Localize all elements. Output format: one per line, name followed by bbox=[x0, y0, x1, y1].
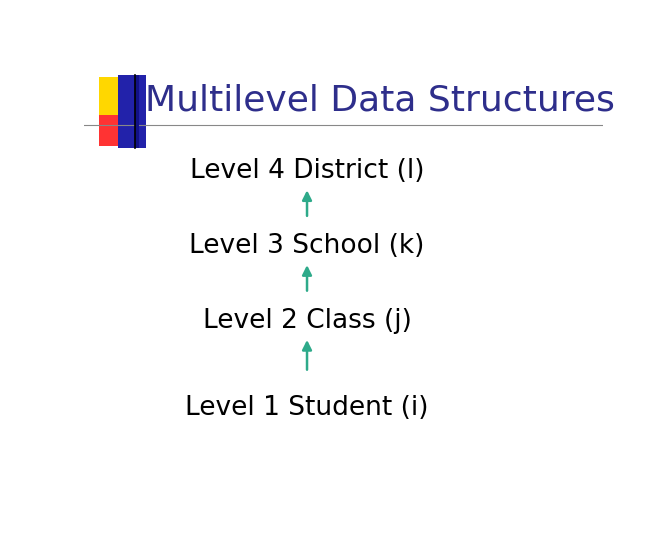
Text: Level 1 Student (i): Level 1 Student (i) bbox=[186, 395, 429, 421]
Bar bbox=[99, 77, 138, 117]
Text: Level 4 District (l): Level 4 District (l) bbox=[190, 158, 424, 184]
Text: Level 3 School (k): Level 3 School (k) bbox=[190, 233, 425, 259]
Bar bbox=[135, 75, 139, 148]
Bar bbox=[117, 75, 146, 148]
Text: Level 2 Class (j): Level 2 Class (j) bbox=[202, 307, 411, 334]
Bar bbox=[99, 114, 138, 146]
Text: Multilevel Data Structures: Multilevel Data Structures bbox=[145, 83, 614, 117]
